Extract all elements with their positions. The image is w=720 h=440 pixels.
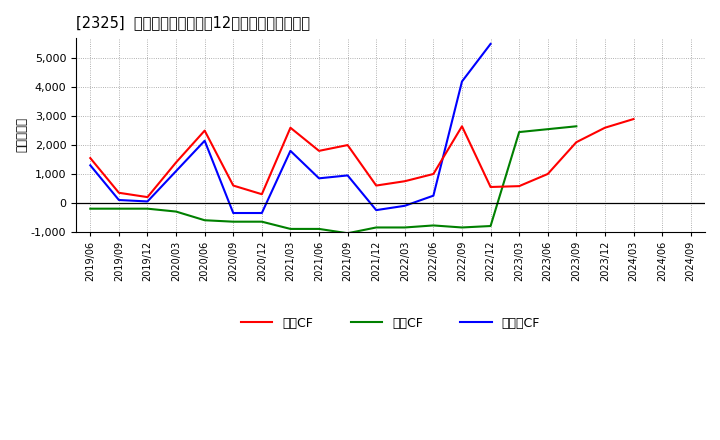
フリーCF — [458, 79, 467, 84]
営業CF — [172, 160, 181, 165]
フリーCF — [429, 193, 438, 198]
投資CF — [458, 225, 467, 230]
投資CF — [544, 127, 552, 132]
営業CF — [343, 143, 352, 148]
フリーCF — [486, 41, 495, 47]
営業CF — [400, 179, 409, 184]
営業CF — [200, 128, 209, 133]
投資CF — [400, 225, 409, 230]
投資CF — [86, 206, 94, 211]
営業CF — [515, 183, 523, 189]
投資CF — [343, 231, 352, 236]
フリーCF — [172, 169, 181, 174]
投資CF — [372, 225, 381, 230]
投資CF — [429, 223, 438, 228]
フリーCF — [258, 210, 266, 216]
フリーCF — [86, 163, 94, 168]
営業CF — [486, 184, 495, 190]
営業CF — [258, 191, 266, 197]
Line: 営業CF: 営業CF — [90, 119, 634, 197]
投資CF — [486, 224, 495, 229]
営業CF — [544, 171, 552, 176]
営業CF — [315, 148, 323, 154]
フリーCF — [343, 173, 352, 178]
営業CF — [572, 139, 580, 145]
Line: フリーCF: フリーCF — [90, 44, 490, 213]
フリーCF — [400, 203, 409, 209]
フリーCF — [200, 138, 209, 143]
フリーCF — [372, 208, 381, 213]
営業CF — [143, 194, 152, 200]
営業CF — [629, 117, 638, 122]
営業CF — [429, 171, 438, 176]
フリーCF — [229, 210, 238, 216]
営業CF — [229, 183, 238, 188]
営業CF — [458, 124, 467, 129]
Y-axis label: （百万円）: （百万円） — [15, 117, 28, 152]
営業CF — [600, 125, 609, 130]
投資CF — [286, 226, 294, 231]
営業CF — [286, 125, 294, 130]
投資CF — [315, 226, 323, 231]
投資CF — [572, 124, 580, 129]
フリーCF — [286, 148, 294, 154]
営業CF — [114, 190, 123, 195]
Legend: 営業CF, 投資CF, フリーCF: 営業CF, 投資CF, フリーCF — [236, 312, 545, 335]
投資CF — [172, 209, 181, 214]
フリーCF — [315, 176, 323, 181]
Text: [2325]  キャッシュフローの12か月移動合計の推移: [2325] キャッシュフローの12か月移動合計の推移 — [76, 15, 310, 30]
営業CF — [372, 183, 381, 188]
投資CF — [114, 206, 123, 211]
投資CF — [258, 219, 266, 224]
営業CF — [86, 155, 94, 161]
投資CF — [200, 218, 209, 223]
投資CF — [515, 129, 523, 135]
フリーCF — [114, 198, 123, 203]
投資CF — [143, 206, 152, 211]
投資CF — [229, 219, 238, 224]
フリーCF — [143, 199, 152, 204]
Line: 投資CF: 投資CF — [90, 126, 576, 233]
